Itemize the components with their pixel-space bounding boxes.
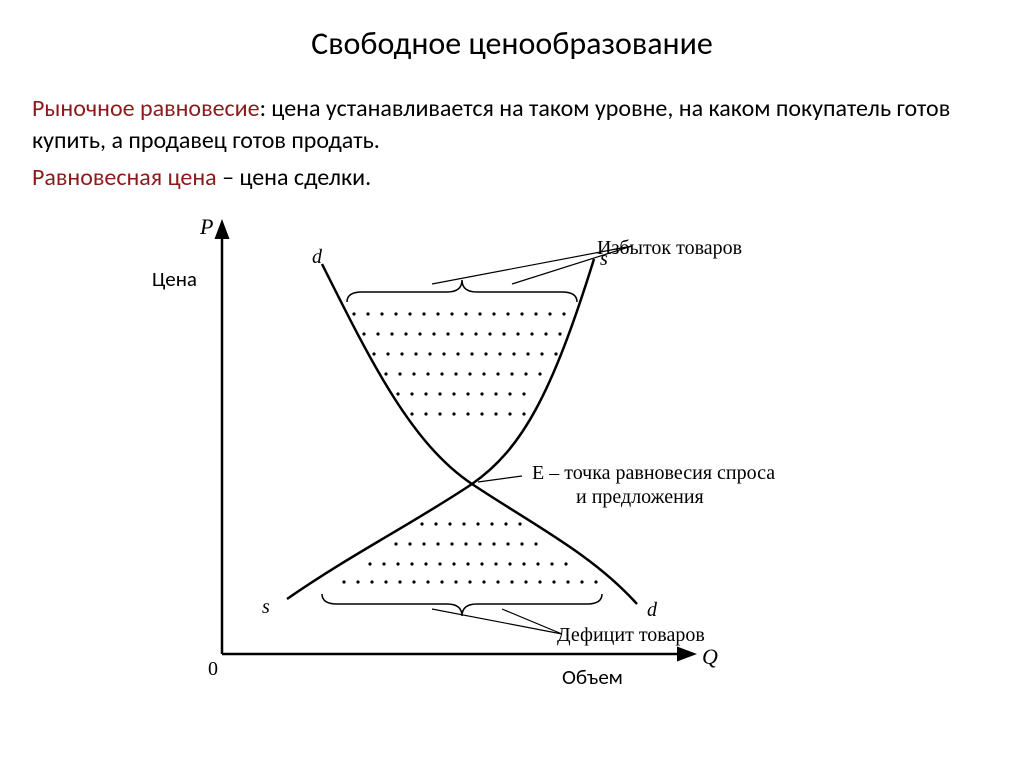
demand-label-top: d [312,246,322,269]
x-axis-label: Q [702,644,718,670]
content-block: Рыночное равновесие: цена устанавливаетс… [0,63,1024,194]
equilibrium-label-1: E – точка равновесия спроса [532,462,775,485]
price-label: Цена [152,266,197,292]
rest-2: – цена сделки. [217,163,372,192]
y-axis-label: P [200,214,213,240]
page-title: Свободное ценообразование [0,0,1024,63]
paragraph-1: Рыночное равновесие: цена устанавливаетс… [32,93,992,158]
term-2: Равновесная цена [32,163,217,192]
equilibrium-label-2: и предложения [576,486,704,509]
term-1: Рыночное равновесие [32,94,260,123]
origin-label: 0 [208,658,218,681]
supply-label-bottom: s [262,596,270,619]
surplus-label: Избыток товаров [597,237,742,260]
supply-demand-chart: P Q 0 Цена Объем d d s s Избыток товаров… [132,204,892,694]
chart-svg [132,204,892,694]
demand-label-bottom: d [647,599,657,622]
volume-label: Объем [562,664,623,690]
shortage-label: Дефицит товаров [557,624,705,647]
paragraph-2: Равновесная цена – цена сделки. [32,162,992,194]
